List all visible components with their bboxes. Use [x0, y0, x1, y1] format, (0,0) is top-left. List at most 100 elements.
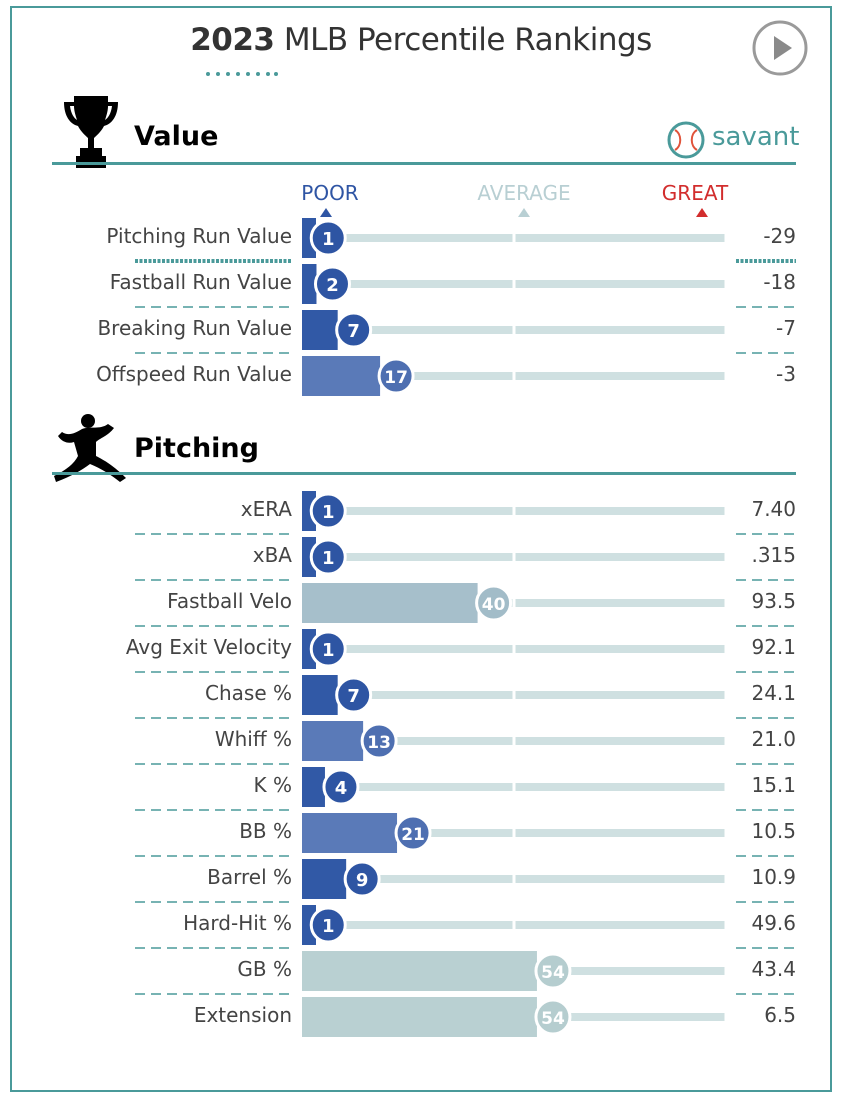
percentile-marker[interactable]: [534, 998, 572, 1036]
percentile-bar: [302, 721, 364, 761]
track-tick: [724, 507, 728, 515]
percentile-bar: [302, 583, 478, 623]
legend-great: GREAT: [661, 181, 729, 205]
percentile-number: 13: [367, 733, 391, 753]
percentile-marker[interactable]: [377, 357, 415, 395]
section-title-value: Value: [134, 121, 219, 152]
metric-label: Breaking Run Value: [97, 316, 292, 340]
percentile-bar: [302, 767, 325, 807]
percentile-marker[interactable]: [309, 492, 347, 530]
percentile-bar: [302, 264, 317, 304]
percentile-marker[interactable]: [394, 814, 432, 852]
track-tick: [512, 921, 516, 929]
percentile-marker[interactable]: [309, 630, 347, 668]
metric-value: -7: [776, 316, 796, 340]
track-tick: [512, 234, 516, 242]
metric-value: .315: [751, 543, 796, 567]
play-button-icon[interactable]: [752, 20, 808, 76]
percentile-number: 17: [384, 368, 408, 388]
metric-label: xERA: [240, 497, 292, 521]
section-title-pitching: Pitching: [134, 433, 259, 464]
track-tick: [512, 829, 516, 837]
track-tick: [724, 599, 728, 607]
percentile-number: 7: [347, 686, 360, 707]
metric-label: Extension: [193, 1003, 292, 1027]
metric-label: K %: [253, 773, 292, 797]
rankings-card: [10, 6, 832, 1092]
percentile-bar: [302, 310, 338, 350]
metric-value: -3: [776, 362, 796, 386]
page-title: 2023 MLB Percentile Rankings: [0, 22, 842, 58]
percentile-number: 1: [322, 229, 335, 250]
metric-label: xBA: [252, 543, 292, 567]
metric-value: 7.40: [751, 497, 796, 521]
track-tick: [724, 875, 728, 883]
percentile-bar: [302, 491, 316, 531]
metric-label: Hard-Hit %: [183, 911, 292, 935]
percentile-bar: [302, 905, 316, 945]
percentile-marker[interactable]: [313, 265, 351, 303]
percentile-number: 1: [322, 640, 335, 661]
metric-value: 6.5: [764, 1003, 796, 1027]
percentile-bar: [302, 629, 316, 669]
percentile-marker[interactable]: [534, 952, 572, 990]
metric-value: 24.1: [751, 681, 796, 705]
percentile-marker[interactable]: [335, 676, 373, 714]
metric-value: -18: [763, 270, 796, 294]
percentile-bar: [302, 859, 347, 899]
metric-value: 21.0: [751, 727, 796, 751]
percentile-number: 7: [347, 321, 360, 342]
title-text: MLB Percentile Rankings: [283, 22, 652, 58]
track-tick: [724, 234, 728, 242]
metric-value: 43.4: [751, 957, 796, 981]
percentile-bar: [302, 997, 537, 1037]
track-tick: [512, 783, 516, 791]
track-tick: [724, 280, 728, 288]
metric-label: Pitching Run Value: [106, 224, 292, 248]
baseball-icon: [667, 121, 705, 159]
track-tick: [512, 507, 516, 515]
legend-average: AVERAGE: [477, 181, 571, 205]
metric-value: 49.6: [751, 911, 796, 935]
legend-markers: [320, 208, 708, 217]
track-tick: [512, 645, 516, 653]
percentile-marker[interactable]: [309, 538, 347, 576]
track-tick: [724, 326, 728, 334]
percentile-bar: [302, 813, 398, 853]
metric-label: GB %: [237, 957, 292, 981]
track-tick: [724, 372, 728, 380]
percentile-marker[interactable]: [343, 860, 381, 898]
percentile-marker[interactable]: [475, 584, 513, 622]
percentile-number: 40: [482, 595, 506, 615]
section-rule-value: [52, 162, 796, 165]
percentile-marker[interactable]: [360, 722, 398, 760]
title-year: 2023: [190, 22, 275, 58]
percentile-marker[interactable]: [322, 768, 360, 806]
percentile-bar: [302, 537, 316, 577]
metric-value: -29: [763, 224, 796, 248]
metric-label: Avg Exit Velocity: [125, 635, 292, 659]
percentile-bar: [302, 951, 537, 991]
metric-label: Barrel %: [207, 865, 292, 889]
percentile-number: 54: [541, 1009, 565, 1029]
metric-label: Fastball Run Value: [109, 270, 292, 294]
percentile-number: 1: [322, 548, 335, 569]
track-tick: [724, 737, 728, 745]
section-rule-pitching: [52, 472, 796, 475]
percentile-marker[interactable]: [335, 311, 373, 349]
savant-logo-text: savant: [712, 122, 800, 152]
percentile-bar: [302, 218, 316, 258]
pitcher-icon: [54, 414, 126, 482]
track-tick: [512, 280, 516, 288]
metric-label: Chase %: [205, 681, 292, 705]
metric-value: 10.5: [751, 819, 796, 843]
percentile-number: 4: [335, 778, 348, 799]
track-tick: [512, 599, 516, 607]
percentile-marker[interactable]: [309, 219, 347, 257]
track-tick: [512, 326, 516, 334]
metric-label: Fastball Velo: [167, 589, 292, 613]
percentile-bar: [302, 356, 381, 396]
percentile-marker[interactable]: [309, 906, 347, 944]
